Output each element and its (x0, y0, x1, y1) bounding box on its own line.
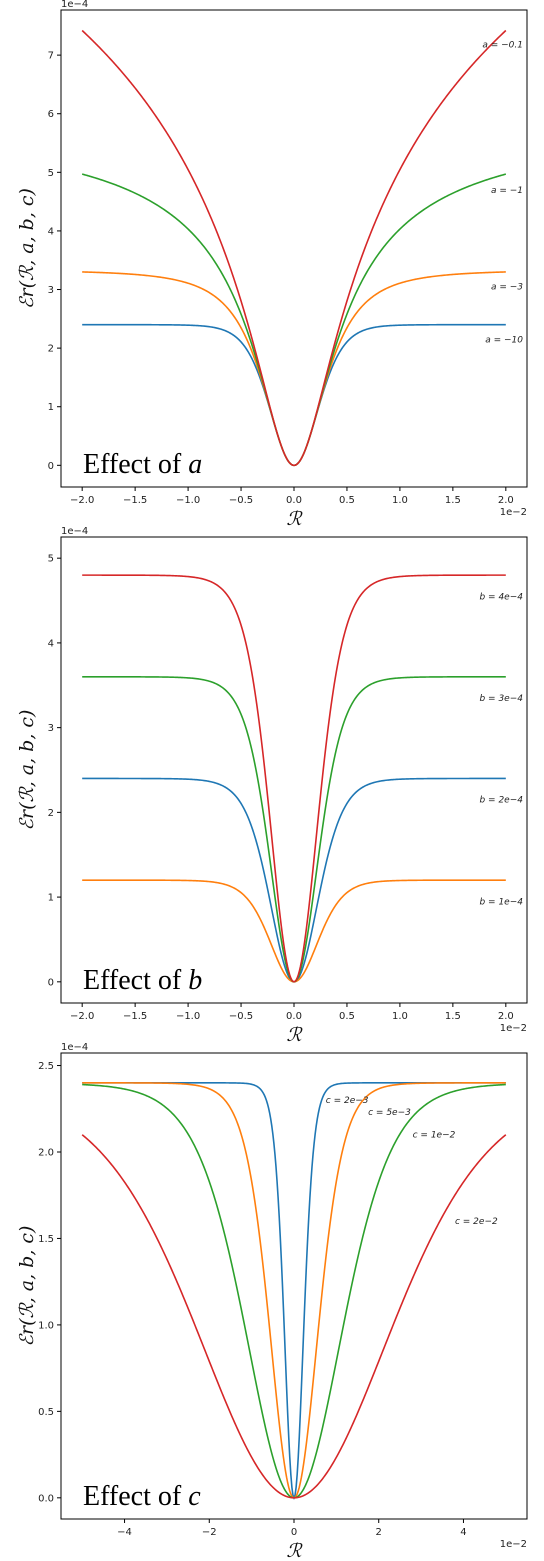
y-tick-label: 2.5 (38, 1061, 54, 1072)
x-tick-label: 0.5 (339, 1011, 355, 1022)
x-tick-label: 4 (460, 1527, 466, 1538)
y-axis-label: ℰr(ℛ, a, b, c) (16, 188, 38, 309)
series-label: c = 2e−2 (455, 1217, 498, 1227)
y-tick-label: 0.0 (38, 1493, 54, 1504)
x-axis-label: ℛ (286, 1024, 303, 1046)
y-tick-label: 1.0 (38, 1320, 54, 1331)
series-label: b = 1e−4 (479, 897, 523, 907)
x-scale-label: 1e−2 (500, 1539, 527, 1550)
effect-annotation-variable: c (188, 1481, 201, 1512)
x-tick-label: −1.0 (176, 1011, 200, 1022)
y-tick-label: 2 (48, 808, 54, 819)
series-label: c = 1e−2 (413, 1131, 456, 1141)
y-tick-label: 4 (48, 226, 54, 237)
effect-annotation-prefix: Effect of (83, 965, 188, 996)
y-tick-label: 5 (48, 554, 54, 565)
series-label: a = −10 (485, 335, 523, 345)
effect-annotation: Effect of b (83, 965, 202, 996)
y-scale-label: 1e−4 (61, 0, 88, 10)
series-label: b = 4e−4 (479, 592, 523, 602)
series-label: c = 2e−3 (326, 1096, 369, 1106)
y-tick-label: 3 (48, 285, 54, 296)
y-tick-label: 3 (48, 723, 54, 734)
series-line (82, 574, 506, 983)
x-tick-label: 1.0 (392, 495, 408, 506)
x-tick-label: −2.0 (70, 495, 94, 506)
effect-annotation: Effect of a (83, 449, 202, 480)
y-tick-label: 0 (48, 977, 54, 988)
panel-effect-c: −4 −2 0 2 4 0.0 0.5 1.0 1.5 2.0 2.5 1e−4 1e−2 ℛ ℰr(ℛ, … (16, 1042, 528, 1561)
series-label: a = −1 (491, 186, 523, 196)
effect-annotation-prefix: Effect of (83, 1481, 188, 1512)
x-tick-label: −2 (202, 1527, 217, 1538)
x-tick-label: 0.5 (339, 495, 355, 506)
series-label: a = −0.1 (482, 41, 523, 51)
x-tick-label: −2.0 (70, 1011, 94, 1022)
effect-annotation-prefix: Effect of (83, 449, 188, 480)
x-tick-label: 1.0 (392, 1011, 408, 1022)
x-tick-label: 0 (291, 1527, 297, 1538)
x-tick-label: 1.5 (445, 1011, 461, 1022)
x-tick-label: −4 (117, 1527, 132, 1538)
series-label: a = −3 (491, 283, 523, 293)
x-axis-label: ℛ (286, 1540, 303, 1561)
x-tick-label: 1.5 (445, 495, 461, 506)
y-tick-label: 1.5 (38, 1234, 54, 1245)
y-tick-label: 0.5 (38, 1407, 54, 1418)
y-tick-label: 2.0 (38, 1147, 54, 1158)
effect-annotation-variable: b (188, 965, 202, 996)
x-scale-label: 1e−2 (500, 507, 527, 518)
x-tick-label: 2 (376, 1527, 382, 1538)
y-axis-label: ℰr(ℛ, a, b, c) (16, 710, 38, 831)
panel-effect-b: −2.0 −1.5 −1.0 −0.5 0.0 0.5 1.0 1.5 2.0 0 1 2 3 4 5 1e−… (16, 526, 528, 1046)
y-tick-label: 6 (48, 109, 54, 120)
x-tick-label: 2.0 (498, 495, 514, 506)
y-axis-label: ℰr(ℛ, a, b, c) (16, 1226, 38, 1347)
y-tick-label: 7 (48, 51, 54, 62)
x-tick-label: −1.5 (123, 1011, 147, 1022)
x-scale-label: 1e−2 (500, 1023, 527, 1034)
x-tick-label: 0.0 (286, 1011, 302, 1022)
x-tick-label: −1.5 (123, 495, 147, 506)
series-label: b = 3e−4 (479, 694, 523, 704)
x-tick-label: −0.5 (229, 495, 253, 506)
y-scale-label: 1e−4 (61, 1042, 88, 1053)
effect-annotation-variable: a (188, 449, 202, 480)
x-tick-label: 0.0 (286, 495, 302, 506)
x-tick-label: −0.5 (229, 1011, 253, 1022)
y-tick-label: 1 (48, 402, 54, 413)
y-tick-label: 2 (48, 344, 54, 355)
y-tick-label: 5 (48, 168, 54, 179)
y-tick-label: 0 (48, 461, 54, 472)
x-tick-label: 2.0 (498, 1011, 514, 1022)
effect-annotation: Effect of c (83, 1481, 201, 1512)
y-tick-label: 1 (48, 893, 54, 904)
series-label: c = 5e−3 (368, 1108, 411, 1118)
y-scale-label: 1e−4 (61, 526, 88, 537)
x-axis-label: ℛ (286, 508, 303, 530)
series-line (81, 29, 507, 467)
x-tick-label: −1.0 (176, 495, 200, 506)
series-line (81, 1134, 507, 1499)
series-label: b = 2e−4 (479, 796, 523, 806)
panel-effect-a: −2.0 −1.5 −1.0 −0.5 0.0 0.5 1.0 1.5 2.0 0 1 2 3 4 5 6 7 1… (16, 0, 528, 530)
y-tick-label: 4 (48, 638, 54, 649)
